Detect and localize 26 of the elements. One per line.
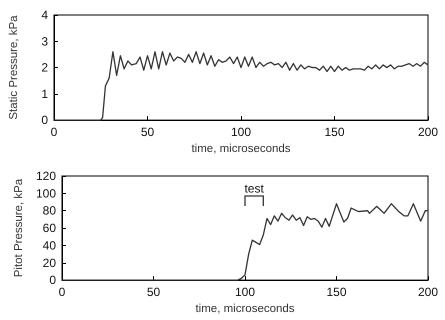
y-tick-label: 3 [41, 34, 48, 48]
y-tick-label: 60 [42, 221, 56, 236]
y-axis-title: Pitot Pressure, kPa [13, 178, 26, 278]
annotation: test [244, 181, 264, 196]
y-tick-label: 0 [49, 273, 56, 288]
y-tick-label: 4 [41, 8, 48, 22]
x-tick-label: 200 [418, 285, 438, 300]
x-tick-label: 50 [140, 125, 154, 140]
x-tick-label: 0 [58, 285, 66, 300]
y-tick-label: 0 [41, 113, 48, 128]
y-tick-label: 1 [41, 86, 48, 101]
y-tick-label: 20 [42, 256, 56, 270]
y-tick-label: 40 [42, 238, 56, 252]
x-tick-label: 150 [324, 125, 345, 140]
x-axis-title: time, microseconds [195, 303, 295, 315]
y-axis-title: Static Pressure, kPa [8, 14, 20, 120]
x-tick-label: 50 [146, 285, 160, 300]
y-tick-label: 100 [36, 186, 56, 200]
x-axis-title: time, microseconds [191, 143, 291, 155]
x-tick-label: 100 [234, 285, 256, 300]
y-tick-label: 2 [41, 60, 48, 75]
x-tick-label: 150 [326, 285, 347, 300]
x-tick-label: 200 [418, 125, 438, 140]
y-tick-label: 120 [36, 169, 56, 183]
x-tick-label: 100 [230, 125, 252, 140]
y-tick-label: 80 [42, 204, 56, 218]
